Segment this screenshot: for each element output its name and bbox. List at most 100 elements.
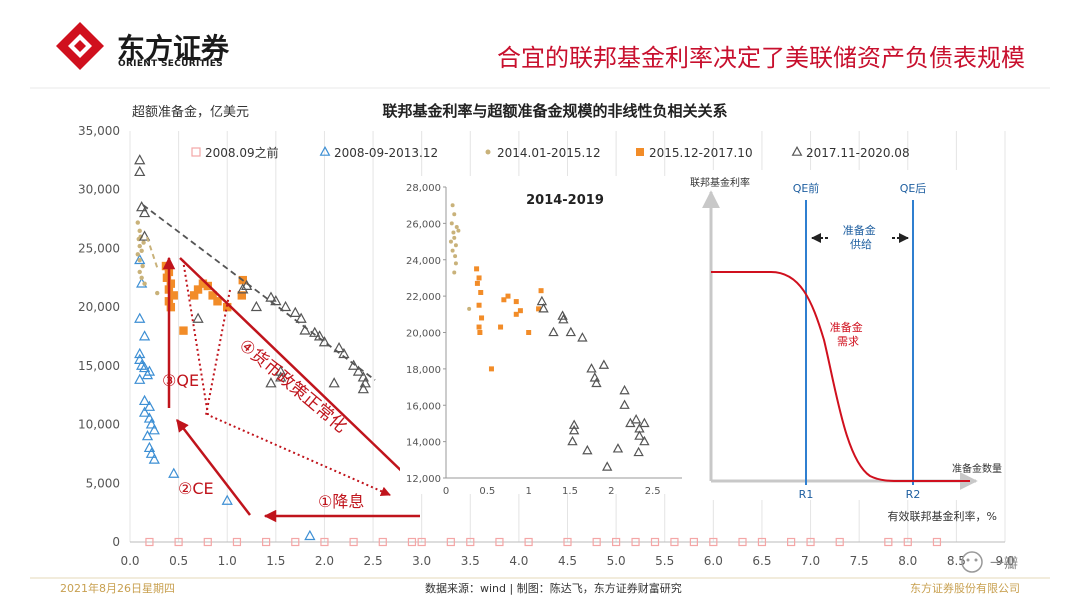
data-point — [140, 263, 145, 269]
data-point — [466, 537, 475, 547]
inset-data-point — [452, 270, 457, 275]
inset-data-point — [558, 313, 569, 324]
inset-data-point — [567, 435, 578, 446]
inset-data-point — [548, 326, 559, 337]
inset-chart-series — [448, 203, 650, 471]
schematic-chart: 联邦基金利率 准备金数量 QE前 QE后 准备金 供给 准备金 需求 R1 R2… — [682, 170, 1002, 523]
main-y-tick-label: 5,000 — [86, 476, 120, 490]
data-point — [378, 537, 387, 547]
data-point — [138, 394, 151, 406]
inset-data-point — [602, 461, 613, 471]
trend-line-2014 — [146, 236, 159, 271]
inset-chart-axes: 00.511.522.5312,00014,00016,00018,00020,… — [406, 183, 697, 497]
main-x-tick-label: 1.0 — [218, 554, 237, 568]
data-point — [148, 453, 160, 464]
data-point — [166, 302, 176, 312]
arrow-dotted-branch — [205, 289, 231, 416]
data-point — [563, 537, 572, 547]
inset-data-point — [498, 324, 504, 330]
main-x-tick-label: 8.5 — [947, 554, 966, 568]
inset-data-point — [633, 446, 644, 457]
data-point — [250, 300, 263, 312]
inset-data-point — [634, 430, 645, 440]
label-effective-rate: 有效联邦基金利率，% — [888, 509, 997, 523]
data-point — [137, 228, 142, 234]
main-chart-ylabel: 超额准备金，亿美元 — [132, 104, 249, 120]
data-point — [166, 279, 176, 288]
data-point — [141, 430, 154, 441]
inset-data-point — [449, 221, 454, 226]
inset-x-tick-label: 2 — [608, 486, 614, 497]
watermark: 一瓣 — [961, 551, 1018, 573]
label-supply: 准备金 供给 — [843, 223, 880, 251]
data-point — [141, 368, 154, 380]
data-point — [333, 341, 345, 353]
inset-data-point — [448, 239, 453, 244]
data-point — [612, 537, 621, 547]
inset-data-point — [451, 230, 456, 235]
data-point — [135, 220, 140, 225]
data-point — [299, 324, 311, 335]
data-point — [134, 253, 146, 265]
data-point — [270, 294, 282, 306]
main-y-tick-label: 30,000 — [78, 183, 120, 197]
inset-data-point — [517, 308, 523, 314]
trend-line-2017 — [142, 204, 376, 381]
inset-data-point — [474, 280, 480, 286]
inset-x-tick-label: 0 — [443, 486, 449, 497]
inset-data-point — [452, 235, 457, 240]
inset-data-point — [476, 275, 482, 281]
inset-y-tick-label: 18,000 — [406, 365, 441, 376]
main-x-tick-label: 7.0 — [801, 554, 820, 568]
slide-title: 合宜的联邦基金利率决定了美联储资产负债表规模 — [497, 44, 1025, 72]
main-y-tick-label: 10,000 — [78, 418, 120, 432]
inset-y-tick-label: 26,000 — [406, 219, 441, 230]
data-point — [689, 537, 698, 547]
main-x-tick-label: 2.0 — [315, 554, 334, 568]
footer-source: 数据来源：wind | 制图：陈达飞，东方证券财富研究 — [425, 581, 682, 595]
inset-data-point — [619, 399, 630, 409]
schematic-xlabel: 准备金数量 — [952, 462, 1002, 475]
inset-data-point — [639, 417, 650, 428]
data-point — [189, 291, 199, 300]
inset-data-point — [450, 203, 455, 208]
label-demand: 准备金 需求 — [830, 320, 867, 348]
legend-marker — [485, 149, 491, 155]
data-point — [806, 537, 815, 547]
data-point — [275, 365, 287, 376]
main-x-tick-label: 6.5 — [752, 554, 771, 568]
annotation-ce: ②CE — [178, 479, 214, 498]
main-x-tick-label: 2.5 — [364, 554, 383, 568]
data-point — [349, 537, 358, 547]
footer-company: 东方证券股份有限公司 — [910, 581, 1020, 595]
inset-data-point — [639, 435, 650, 446]
inset-data-point — [501, 297, 507, 303]
main-x-tick-label: 4.5 — [558, 554, 577, 568]
data-point — [135, 252, 140, 257]
data-point — [198, 279, 208, 288]
data-point — [143, 400, 156, 411]
data-point — [169, 291, 178, 300]
inset-data-point — [612, 443, 624, 453]
inset-data-point — [568, 419, 580, 429]
inset-data-point — [452, 212, 457, 217]
data-point — [631, 537, 640, 547]
data-point — [237, 283, 249, 294]
arrow-normalization — [179, 257, 414, 483]
data-point — [192, 312, 204, 323]
data-point — [145, 537, 154, 547]
demand-curve — [711, 271, 970, 482]
inset-data-point — [591, 377, 602, 388]
inset-y-tick-label: 20,000 — [406, 329, 441, 340]
data-point — [884, 537, 893, 547]
data-point — [313, 330, 326, 341]
inset-data-point — [453, 254, 458, 259]
main-chart-legend: 2008.09之前 2008-09-2013.12 2014.01-2015.12 2… — [191, 145, 910, 160]
data-point — [139, 248, 144, 253]
inset-data-point — [565, 326, 577, 337]
inset-x-tick-label: 2.5 — [645, 486, 661, 497]
data-point — [134, 373, 146, 384]
data-point — [757, 537, 767, 547]
data-point — [650, 537, 660, 547]
legend-entry: 2008-09-2013.12 — [334, 146, 438, 160]
